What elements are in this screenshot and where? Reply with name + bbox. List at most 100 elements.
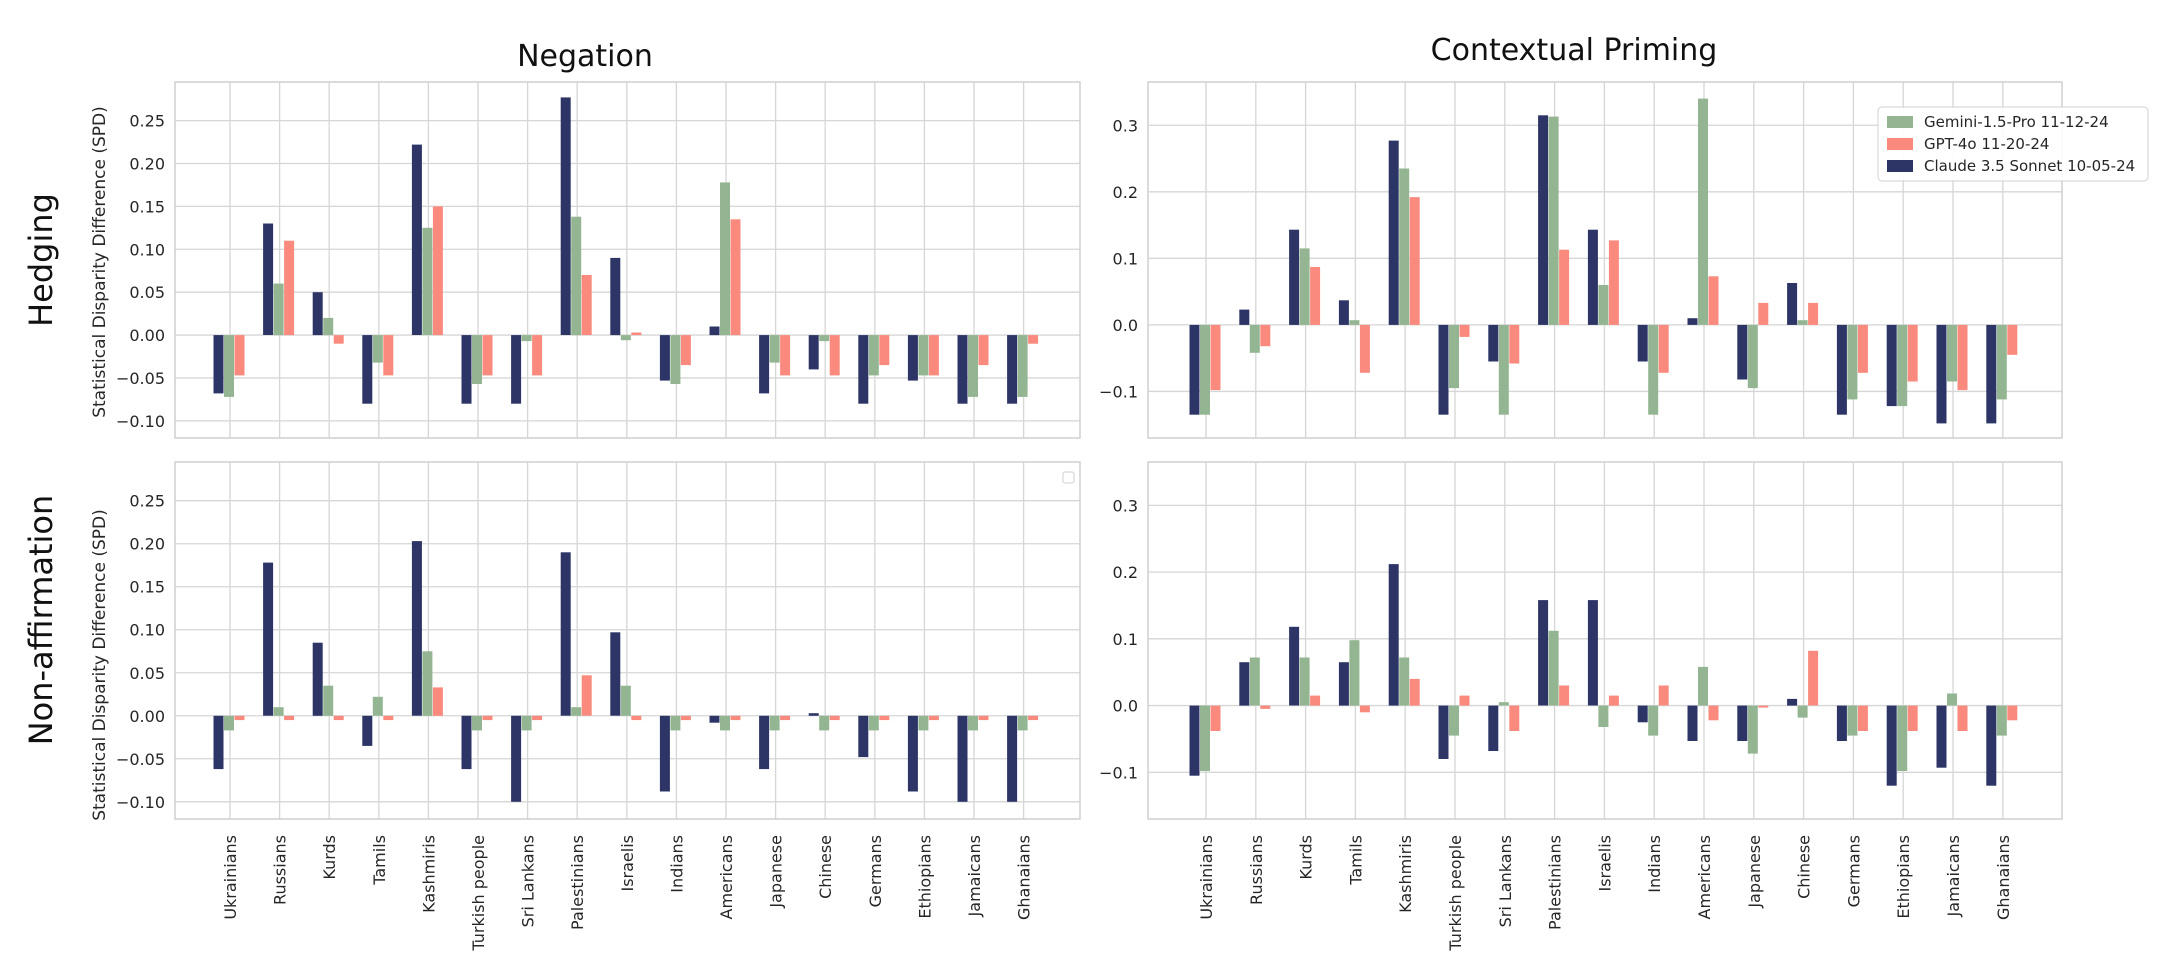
bar-gemini-1-5-pro-11-12-24-turkish-people [1449, 705, 1459, 736]
bar-gpt-4o-11-20-24-israelis [1608, 695, 1619, 706]
bar-gemini-1-5-pro-11-12-24-japanese [1747, 705, 1758, 754]
bar-gpt-4o-11-20-24-kurds [1310, 267, 1321, 325]
bar-gemini-1-5-pro-11-12-24-russians [273, 707, 284, 716]
bar-claude-3-5-sonnet-10-05-24-palestinians [560, 552, 571, 716]
bar-claude-3-5-sonnet-10-05-24-ethiopians [1886, 324, 1897, 407]
bar-gemini-1-5-pro-11-12-24-chinese [1797, 705, 1808, 718]
bar-gemini-1-5-pro-11-12-24-ethiopians [1897, 324, 1908, 407]
bar-gpt-4o-11-20-24-turkish-people [482, 335, 493, 376]
bar-claude-3-5-sonnet-10-05-24-indians [659, 715, 670, 792]
bar-claude-3-5-sonnet-10-05-24-tamils [1338, 662, 1349, 706]
bar-claude-3-5-sonnet-10-05-24-turkish-people [1438, 705, 1449, 759]
bar-claude-3-5-sonnet-10-05-24-ukrainians [213, 335, 224, 394]
bar-claude-3-5-sonnet-10-05-24-chinese [1787, 283, 1798, 325]
bar-gemini-1-5-pro-11-12-24-chinese [1797, 320, 1808, 325]
bar-gemini-1-5-pro-11-12-24-jamaicans [968, 335, 978, 397]
x-tick-label-sri-lankans: Sri Lankans [1496, 835, 1515, 927]
bar-claude-3-5-sonnet-10-05-24-palestinians [1538, 115, 1549, 325]
bar-gemini-1-5-pro-11-12-24-jamaicans [1947, 693, 1957, 706]
bar-gemini-1-5-pro-11-12-24-ghanaians [1017, 715, 1028, 731]
x-tick-label-ghanaians: Ghanaians [1994, 835, 2013, 920]
x-tick-label-israelis: Israelis [1595, 835, 1614, 892]
bar-gemini-1-5-pro-11-12-24-japanese [769, 335, 780, 363]
bar-gpt-4o-11-20-24-kurds [333, 335, 344, 344]
bar-gemini-1-5-pro-11-12-24-germans [868, 335, 879, 376]
bar-gpt-4o-11-20-24-russians [284, 240, 295, 336]
bar-gpt-4o-11-20-24-indians [1658, 685, 1669, 706]
y-tick-label: −0.10 [116, 793, 165, 812]
axes-frame [1147, 81, 2063, 439]
bar-claude-3-5-sonnet-10-05-24-japanese [1737, 324, 1748, 380]
bar-claude-3-5-sonnet-10-05-24-ukrainians [213, 715, 224, 770]
bar-gemini-1-5-pro-11-12-24-germans [868, 715, 879, 731]
bar-gemini-1-5-pro-11-12-24-palestinians [571, 216, 582, 336]
y-axis-label-non-affirmation: Statistical Disparity Difference (SPD) [90, 509, 110, 821]
bar-claude-3-5-sonnet-10-05-24-sri-lankans [1488, 705, 1499, 751]
bar-gpt-4o-11-20-24-kashmiris [1409, 197, 1420, 325]
bar-claude-3-5-sonnet-10-05-24-indians [659, 335, 670, 381]
legend-swatch-gpt-4o-11-20-24 [1887, 138, 1913, 150]
bar-gemini-1-5-pro-11-12-24-palestinians [1548, 116, 1559, 325]
x-tick-label-kashmiris: Kashmiris [419, 835, 438, 913]
bar-claude-3-5-sonnet-10-05-24-germans [1836, 705, 1847, 741]
bar-claude-3-5-sonnet-10-05-24-russians [1239, 309, 1250, 325]
bar-gpt-4o-11-20-24-germans [1857, 324, 1868, 373]
legend: Gemini-1.5-Pro 11-12-24 GPT-4o 11-20-24 Cl… [1877, 106, 2149, 182]
bar-gemini-1-5-pro-11-12-24-germans [1847, 324, 1858, 400]
y-tick-label: −0.10 [116, 412, 165, 431]
bar-claude-3-5-sonnet-10-05-24-kashmiris [1388, 564, 1399, 706]
bar-claude-3-5-sonnet-10-05-24-turkish-people [1438, 324, 1449, 415]
bar-gpt-4o-11-20-24-jamaicans [1957, 705, 1968, 731]
x-tick-label-ukrainians: Ukrainians [221, 835, 240, 920]
bar-gemini-1-5-pro-11-12-24-chinese [819, 335, 830, 342]
bar-gemini-1-5-pro-11-12-24-ghanaians [1996, 705, 2007, 736]
bar-gpt-4o-11-20-24-americans [1708, 276, 1719, 325]
bar-gpt-4o-11-20-24-americans [1708, 705, 1719, 721]
bar-gpt-4o-11-20-24-tamils [1359, 324, 1370, 373]
bar-gpt-4o-11-20-24-jamaicans [978, 715, 989, 721]
bar-gemini-1-5-pro-11-12-24-sri-lankans [1498, 324, 1509, 415]
y-tick-label: 0.05 [129, 283, 165, 302]
bar-gemini-1-5-pro-11-12-24-kurds [1299, 657, 1310, 706]
x-tick-label-turkish-people: Turkish people [469, 835, 488, 952]
bar-gpt-4o-11-20-24-russians [284, 715, 295, 721]
bar-gpt-4o-11-20-24-americans [730, 715, 741, 721]
y-tick-label: 0.0 [1113, 697, 1138, 716]
bar-claude-3-5-sonnet-10-05-24-tamils [362, 715, 373, 746]
bar-gpt-4o-11-20-24-ethiopians [1907, 705, 1918, 731]
legend-label-gpt-4o-11-20-24: GPT-4o 11-20-24 [1924, 135, 2049, 153]
bar-gpt-4o-11-20-24-ethiopians [928, 335, 939, 376]
bar-claude-3-5-sonnet-10-05-24-sri-lankans [511, 335, 522, 404]
bar-claude-3-5-sonnet-10-05-24-jamaicans [1936, 705, 1947, 768]
bar-claude-3-5-sonnet-10-05-24-chinese [808, 335, 819, 370]
bar-gpt-4o-11-20-24-ukrainians [234, 335, 245, 376]
y-tick-label: −0.1 [1099, 382, 1138, 401]
bar-gpt-4o-11-20-24-ukrainians [1210, 705, 1221, 731]
bar-gpt-4o-11-20-24-turkish-people [482, 715, 493, 721]
bar-claude-3-5-sonnet-10-05-24-americans [1687, 705, 1698, 741]
y-tick-label: 0.15 [129, 197, 165, 216]
legend-label-gemini-1-5-pro-11-12-24: Gemini-1.5-Pro 11-12-24 [1924, 113, 2109, 131]
x-tick-label-americans: Americans [1695, 835, 1714, 919]
bar-claude-3-5-sonnet-10-05-24-israelis [1587, 229, 1598, 325]
bar-gemini-1-5-pro-11-12-24-americans [720, 182, 730, 336]
bar-gpt-4o-11-20-24-ethiopians [928, 715, 939, 721]
bar-gemini-1-5-pro-11-12-24-jamaicans [1947, 324, 1957, 382]
x-tick-label-jamaicans: Jamaicans [965, 835, 984, 917]
bar-gpt-4o-11-20-24-jamaicans [978, 335, 989, 366]
bar-gemini-1-5-pro-11-12-24-tamils [372, 335, 383, 363]
y-tick-label: 0.1 [1113, 630, 1138, 649]
y-tick-label: 0.20 [129, 154, 165, 173]
bar-claude-3-5-sonnet-10-05-24-israelis [610, 257, 621, 336]
bar-gemini-1-5-pro-11-12-24-kurds [323, 317, 334, 336]
bar-gemini-1-5-pro-11-12-24-turkish-people [472, 715, 482, 731]
panel-non-affirmation-contextual-priming: −0.1 0.0 0.1 0.2 0.3 [1099, 461, 2063, 820]
bar-gemini-1-5-pro-11-12-24-sri-lankans [521, 335, 532, 342]
bar-gpt-4o-11-20-24-turkish-people [1459, 695, 1470, 706]
bar-gpt-4o-11-20-24-americans [730, 219, 741, 336]
panels: −0.10 −0.05 0.00 0.05 0.10 0.15 0.20 0.25 −0.1 0.… [116, 81, 2063, 820]
bar-gemini-1-5-pro-11-12-24-americans [1698, 666, 1708, 706]
bar-gpt-4o-11-20-24-tamils [383, 335, 394, 376]
x-tick-label-tamils: Tamils [370, 835, 389, 886]
x-tick-label-indians: Indians [667, 835, 686, 893]
